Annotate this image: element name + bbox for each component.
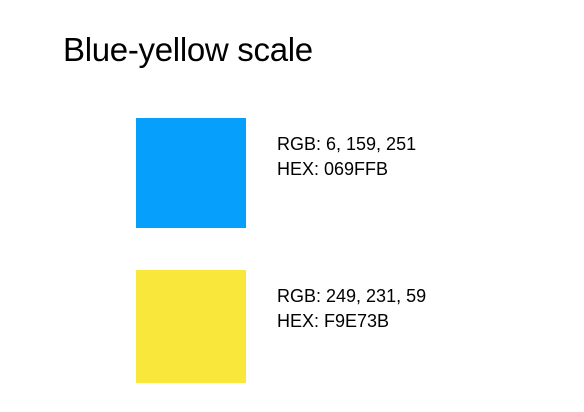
rgb-value-label: RGB: 6, 159, 251 bbox=[277, 134, 417, 154]
color-swatch-yellow bbox=[136, 270, 246, 383]
color-info-yellow: RGB: 249, 231, 59 HEX: F9E73B bbox=[277, 284, 426, 334]
color-swatch-blue bbox=[136, 118, 246, 228]
page-title: Blue-yellow scale bbox=[63, 31, 313, 68]
hex-value-label: HEX: F9E73B bbox=[277, 311, 390, 331]
hex-value-label: HEX: 069FFB bbox=[277, 159, 389, 179]
color-info-blue: RGB: 6, 159, 251 HEX: 069FFB bbox=[277, 132, 416, 182]
rgb-value-label: RGB: 249, 231, 59 bbox=[277, 286, 427, 306]
